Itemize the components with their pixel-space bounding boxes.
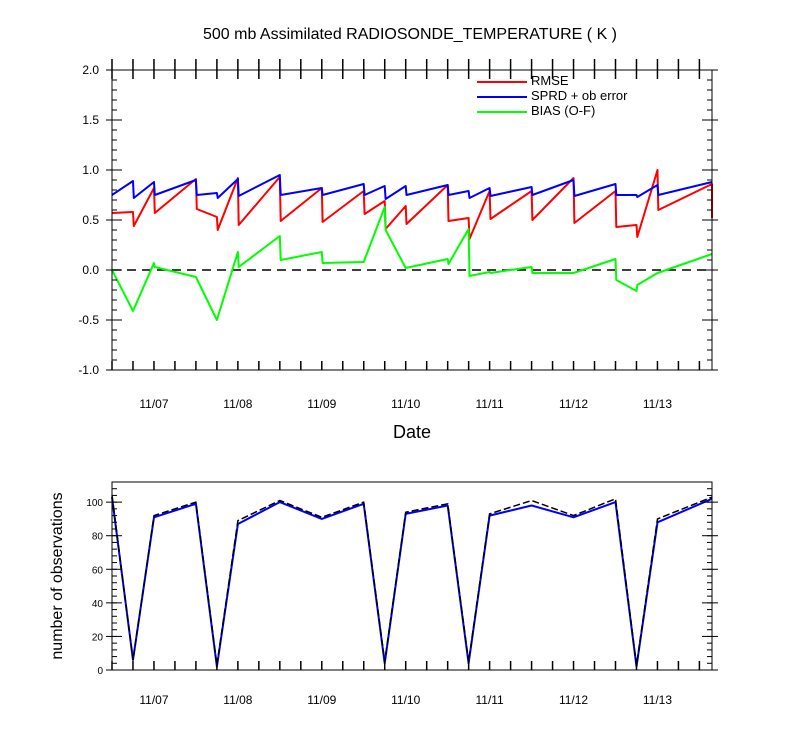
y-tick-label: -1.0 — [78, 363, 99, 377]
y-tick-label: 1.0 — [82, 163, 99, 177]
x-tick-label: 11/12 — [559, 693, 588, 707]
x-tick-label: 11/13 — [643, 693, 672, 707]
x-tick-label: 11/08 — [223, 397, 252, 411]
y-tick-label: 0.5 — [82, 213, 99, 227]
series-line-2 — [111, 206, 713, 321]
y-tick-label: 80 — [92, 532, 104, 543]
y-tick-label: -0.5 — [78, 313, 99, 327]
x-tick-label: 11/11 — [475, 397, 504, 411]
y-tick-label: 2.0 — [82, 63, 99, 77]
chart-title: 500 mb Assimilated RADIOSONDE_TEMPERATUR… — [203, 26, 617, 43]
y-tick-label: 100 — [86, 498, 103, 509]
y-tick-label: 20 — [92, 632, 104, 643]
y-tick-label: 60 — [92, 565, 104, 576]
top-panel-ticks: 11/07 11/08 11/09 11/10 11/11 11/12 11/13 -1.0 -… — [78, 59, 718, 411]
series-line-0 — [111, 496, 713, 668]
legend-label: SPRD + ob error — [531, 88, 628, 103]
x-tick-label: 11/08 — [223, 693, 252, 707]
top-panel-series — [111, 169, 713, 321]
y-tick-label: 1.5 — [82, 113, 99, 127]
x-tick-label: 11/10 — [391, 693, 420, 707]
y-tick-label: 0 — [97, 666, 103, 677]
x-tick-label: 11/09 — [307, 693, 336, 707]
x-tick-label: 11/07 — [139, 693, 168, 707]
bottom-panel-series — [111, 495, 713, 668]
x-tick-label: 11/13 — [643, 397, 672, 411]
y-tick-label: 0.0 — [82, 263, 99, 277]
series-line-1 — [111, 495, 713, 666]
legend-label: RMSE — [531, 73, 569, 88]
x-tick-label: 11/11 — [475, 693, 504, 707]
bottom-panel-ticks: 11/07 11/08 11/09 11/10 11/11 11/12 11/13 0 20 40… — [86, 481, 718, 707]
y-tick-label: 40 — [92, 599, 104, 610]
series-line-1 — [111, 174, 713, 200]
series-line-0 — [111, 169, 713, 240]
x-tick-label: 11/10 — [391, 397, 420, 411]
legend-label: BIAS (O-F) — [531, 103, 595, 118]
x-axis-title: Date — [393, 422, 431, 442]
y-axis-title-observations: number of observations — [49, 492, 66, 659]
x-tick-label: 11/09 — [307, 397, 336, 411]
x-tick-label: 11/07 — [139, 397, 168, 411]
x-tick-label: 11/12 — [559, 397, 588, 411]
